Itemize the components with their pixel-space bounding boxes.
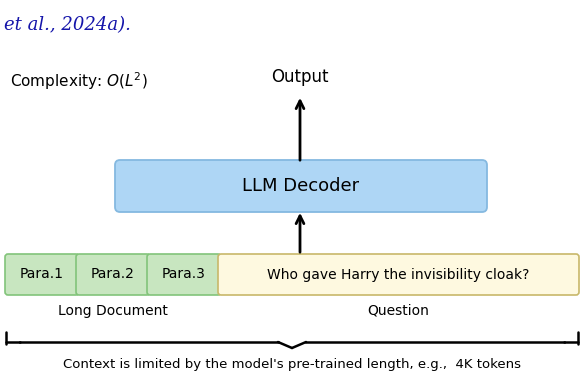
Text: Output: Output [271, 68, 329, 86]
Text: Long Document: Long Document [58, 304, 168, 318]
Text: et al., 2024a).: et al., 2024a). [4, 16, 131, 34]
Text: Who gave Harry the invisibility cloak?: Who gave Harry the invisibility cloak? [267, 267, 530, 282]
FancyBboxPatch shape [147, 254, 221, 295]
FancyBboxPatch shape [218, 254, 579, 295]
FancyBboxPatch shape [5, 254, 79, 295]
FancyBboxPatch shape [76, 254, 150, 295]
FancyBboxPatch shape [115, 160, 487, 212]
Text: LLM Decoder: LLM Decoder [242, 177, 360, 195]
Text: Para.2: Para.2 [91, 267, 135, 282]
Text: Question: Question [367, 304, 429, 318]
Text: Para.1: Para.1 [20, 267, 64, 282]
Text: Complexity: $\mathit{O}(\mathit{L}^2)$: Complexity: $\mathit{O}(\mathit{L}^2)$ [10, 70, 148, 92]
Text: Context is limited by the model's pre-trained length, e.g.,  4K tokens: Context is limited by the model's pre-tr… [63, 358, 521, 371]
Text: Para.3: Para.3 [162, 267, 206, 282]
